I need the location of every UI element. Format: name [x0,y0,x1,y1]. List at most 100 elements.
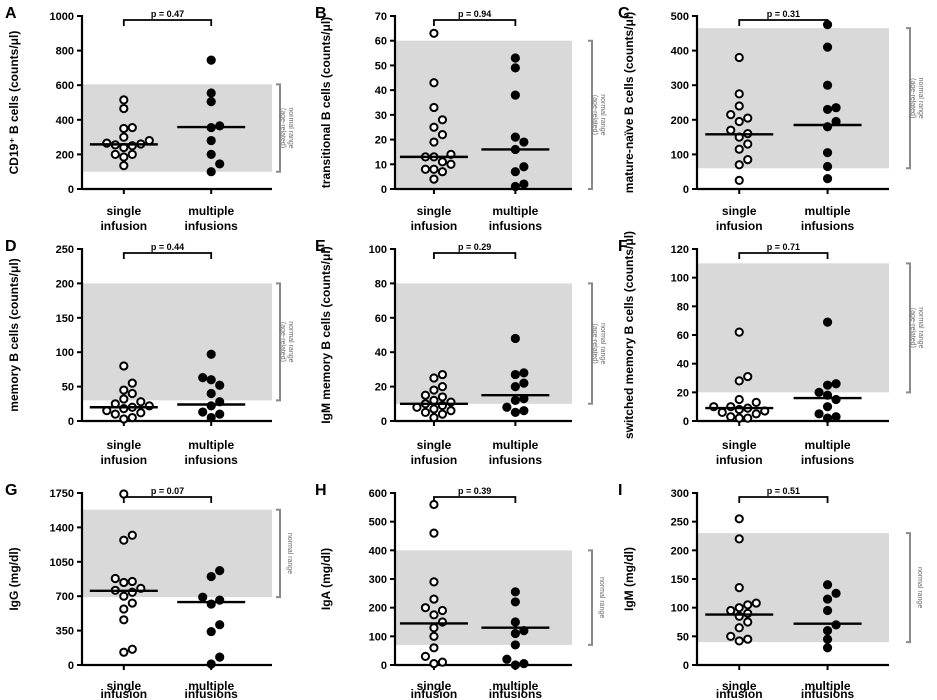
panel-letter: D [5,238,17,255]
y-axis-label: mature-naïve B cells (counts/μl) [622,12,636,193]
data-point [215,652,225,662]
data-point [734,101,744,111]
data-point [206,55,216,65]
data-point [751,397,761,407]
data-point [743,413,753,423]
data-point [822,161,833,172]
data-point [420,651,431,662]
y-tick-label: 1050 [50,557,74,569]
category-label: multiple [188,438,234,452]
data-point [734,160,744,170]
data-point [198,373,208,383]
data-point [119,152,129,162]
y-tick-label: 500 [369,517,387,529]
data-point [429,658,439,669]
p-value-label: p = 0.44 [151,242,184,252]
data-point [206,412,216,423]
data-point [429,528,439,538]
data-point [206,167,216,177]
data-point [734,603,744,613]
data-point [429,499,439,510]
p-value-label: p = 0.51 [767,486,800,496]
category-label: infusion [411,687,458,700]
data-point [429,412,439,423]
data-point [510,382,520,392]
data-point [519,368,529,378]
data-point [429,577,439,587]
data-point [206,349,216,359]
significance-bracket [122,252,213,259]
data-point [127,378,137,388]
data-point [519,137,529,147]
data-point [726,631,736,641]
data-point [206,626,216,637]
y-tick-label: 40 [375,85,387,97]
category-label: single [722,204,757,218]
normal-range-band [697,28,889,169]
category-label: infusions [489,687,543,700]
p-value-label: p = 0.29 [458,242,491,252]
significance-bracket [738,496,829,503]
data-point [119,535,129,545]
category-label: infusions [489,219,543,233]
data-point [814,387,824,397]
data-point [831,103,841,113]
data-point [717,407,727,417]
data-point [510,395,520,405]
y-tick-label: 0 [381,660,387,672]
data-point [734,175,744,185]
data-point [510,369,520,380]
data-point [510,597,520,607]
y-tick-label: 40 [677,359,689,371]
data-point [198,592,208,602]
normal-range-bracket [276,83,281,173]
y-tick-label: 100 [671,149,689,161]
data-point [119,615,129,625]
data-point [734,144,744,154]
panel-letter: A [5,5,17,22]
data-point [429,610,439,620]
normal-range-bracket [276,282,281,402]
y-tick-label: 1400 [50,522,74,534]
data-point [446,159,456,169]
data-point [822,626,833,636]
data-point [519,378,529,388]
data-point [510,63,520,73]
normal-range-band [395,550,572,645]
normal-range-label: normal range(age-related) [279,107,294,148]
data-point [510,333,520,344]
panel-f: normal range(age-related) 0 20 40 60 80 100 120… [618,231,924,467]
category-label: infusions [801,219,855,233]
data-point [751,409,761,419]
data-point [206,571,216,582]
data-point [437,369,448,380]
data-point [127,122,137,133]
category-label: single [722,679,757,693]
y-tick-label: 80 [677,301,689,313]
panel-e: normal range(age-related) 0 20 40 60 80 100 sin… [315,238,606,467]
normal-range-label: normal range(age-related) [909,78,924,119]
data-point [822,634,833,644]
data-point [119,385,129,395]
y-axis-label: IgG (mg/dl) [7,547,21,610]
data-point [831,412,841,422]
data-point [734,514,744,524]
data-point [429,373,439,383]
category-label: multiple [805,204,851,218]
data-point [119,361,129,371]
panel-i: normal range050100150200250300singleinfu… [618,482,923,700]
data-point [215,159,225,169]
category-label: infusion [100,453,147,467]
data-point [206,659,216,669]
data-point [510,587,520,597]
data-point [822,605,833,616]
y-tick-label: 100 [671,603,689,615]
data-point [510,407,520,417]
data-point [437,157,448,167]
y-axis-label: memory B cells (counts/μl) [7,258,21,411]
data-point [119,647,129,657]
category-label: infusion [100,687,147,700]
y-tick-label: 200 [369,603,387,615]
y-tick-label: 0 [68,416,74,428]
category-label: infusion [716,687,763,700]
